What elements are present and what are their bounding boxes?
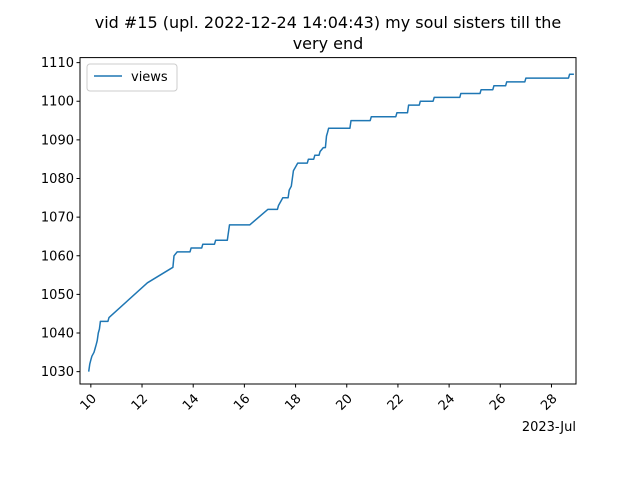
series-line-views: [87, 73, 574, 372]
chart-title-line-2: very end: [293, 34, 364, 53]
y-tick-label: 1050: [41, 288, 74, 303]
y-tick-label: 1110: [41, 56, 74, 71]
x-axis-offset-label: 2023-Jul: [522, 420, 576, 435]
y-tick-label: 1060: [41, 249, 74, 264]
y-tick-label: 1100: [41, 95, 74, 110]
chart-title-line-1: vid #15 (upl. 2022-12-24 14:04:43) my so…: [95, 13, 562, 32]
y-tick-label: 1080: [41, 172, 74, 187]
y-tick-label: 1090: [41, 133, 74, 148]
legend: views: [86, 63, 178, 92]
plot-frame: [79, 57, 577, 385]
series-lines: [87, 73, 574, 372]
legend-box: [86, 63, 178, 92]
y-tick-label: 1070: [41, 211, 74, 226]
legend-label-views: views: [131, 70, 168, 85]
y-tick-label: 1040: [41, 327, 74, 342]
y-tick-label: 1030: [41, 365, 74, 380]
